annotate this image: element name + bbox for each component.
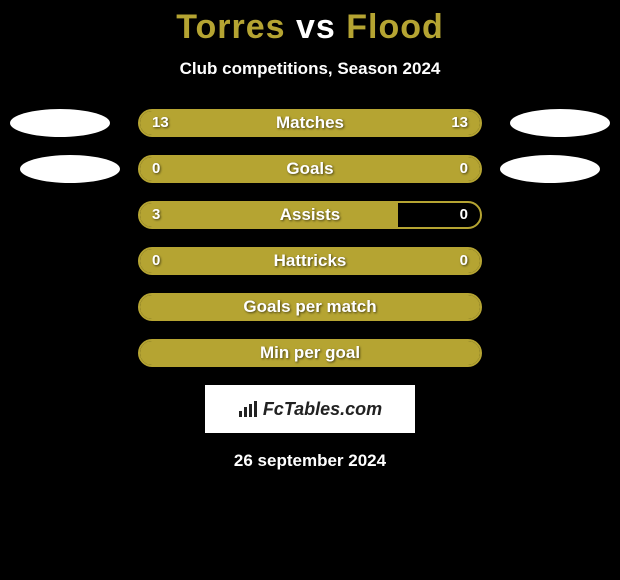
subtitle: Club competitions, Season 2024 <box>0 59 620 79</box>
stat-bar: 0Hattricks0 <box>138 247 482 275</box>
vs-text: vs <box>296 8 336 46</box>
main-container: Torres vs Flood Club competitions, Seaso… <box>0 0 620 471</box>
stat-row: Goals per match <box>0 293 620 321</box>
stat-row: 0Hattricks0 <box>0 247 620 275</box>
stat-row: 0Goals0 <box>0 155 620 183</box>
stats-area: 13Matches130Goals03Assists00Hattricks0Go… <box>0 109 620 367</box>
player1-marker <box>20 155 120 183</box>
stat-label: Goals <box>140 157 480 181</box>
watermark-text: FcTables.com <box>238 399 382 420</box>
stat-value-right: 0 <box>460 157 468 181</box>
watermark-label: FcTables.com <box>263 399 382 420</box>
watermark-box: FcTables.com <box>205 385 415 433</box>
stat-bar: 0Goals0 <box>138 155 482 183</box>
stat-row: 3Assists0 <box>0 201 620 229</box>
player1-name: Torres <box>176 8 285 46</box>
stat-label: Assists <box>140 203 480 227</box>
player2-marker <box>500 155 600 183</box>
stat-bar: Min per goal <box>138 339 482 367</box>
page-title: Torres vs Flood <box>0 8 620 47</box>
stat-value-right: 0 <box>460 249 468 273</box>
date-line: 26 september 2024 <box>0 451 620 471</box>
player2-marker <box>510 109 610 137</box>
stat-label: Hattricks <box>140 249 480 273</box>
chart-icon <box>238 401 258 417</box>
stat-label: Min per goal <box>140 341 480 365</box>
stat-bar: 13Matches13 <box>138 109 482 137</box>
stat-row: 13Matches13 <box>0 109 620 137</box>
stat-label: Goals per match <box>140 295 480 319</box>
stat-row: Min per goal <box>0 339 620 367</box>
stat-value-right: 0 <box>460 203 468 227</box>
stat-label: Matches <box>140 111 480 135</box>
player1-marker <box>10 109 110 137</box>
stat-bar: 3Assists0 <box>138 201 482 229</box>
stat-bar: Goals per match <box>138 293 482 321</box>
player2-name: Flood <box>346 8 444 46</box>
stat-value-right: 13 <box>451 111 468 135</box>
